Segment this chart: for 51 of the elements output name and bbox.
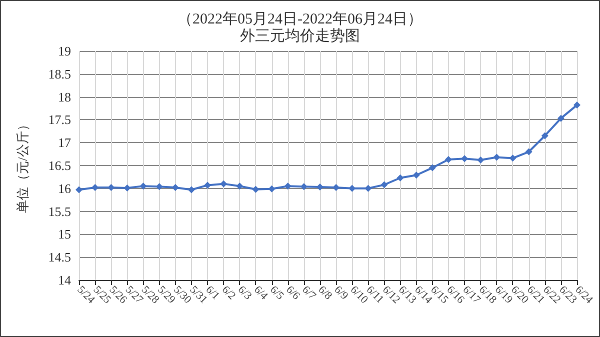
y-tick-label: 17.5 — [48, 112, 71, 128]
chart-subtitle: 外三元均价走势图 — [240, 28, 360, 44]
point — [220, 180, 228, 188]
point — [300, 183, 308, 190]
point — [332, 184, 340, 191]
x-tick-label: 6/2 — [219, 284, 238, 302]
point — [188, 186, 195, 194]
point — [252, 186, 260, 193]
y-axis-title: 单位（元/公斤） — [15, 118, 30, 213]
y-tick-label: 14 — [58, 272, 72, 288]
point — [428, 164, 436, 172]
point — [268, 185, 276, 192]
y-tick-label: 18 — [58, 89, 71, 104]
point — [557, 114, 564, 122]
point — [108, 184, 115, 191]
chart-title: （2022年05月24日-2022年06月24日） — [178, 10, 422, 28]
x-tick-label: 6/7 — [300, 284, 318, 303]
point — [316, 184, 324, 191]
point — [477, 156, 484, 164]
x-tick-label: 6/9 — [332, 284, 351, 303]
y-tick-label: 16.5 — [48, 158, 71, 173]
point — [204, 182, 212, 189]
point — [76, 186, 82, 194]
y-tick-label: 17 — [58, 135, 72, 150]
point — [364, 184, 372, 192]
y-tick-label: 16 — [58, 180, 72, 196]
point — [461, 155, 468, 162]
point — [172, 184, 179, 191]
point — [124, 184, 131, 192]
point — [380, 181, 388, 188]
y-tick-label: 18.5 — [48, 66, 71, 82]
point — [525, 148, 532, 156]
y-tick-label: 15.5 — [48, 204, 71, 219]
point — [348, 184, 356, 192]
point — [493, 154, 500, 161]
y-tick-label: 15 — [58, 226, 71, 242]
point — [140, 182, 147, 190]
point — [509, 154, 516, 162]
point — [284, 182, 292, 190]
point — [412, 172, 420, 179]
x-tick-label: 6/8 — [316, 284, 334, 303]
x-tick-label: 6/6 — [284, 284, 302, 303]
point — [236, 182, 244, 190]
x-tick-label: 6/5 — [268, 284, 286, 303]
point — [396, 174, 404, 182]
point — [574, 102, 580, 109]
point — [156, 183, 163, 190]
point — [444, 156, 452, 164]
y-tick-label: 19 — [58, 44, 71, 58]
y-tick-label: 14.5 — [48, 250, 71, 265]
point — [541, 132, 548, 140]
